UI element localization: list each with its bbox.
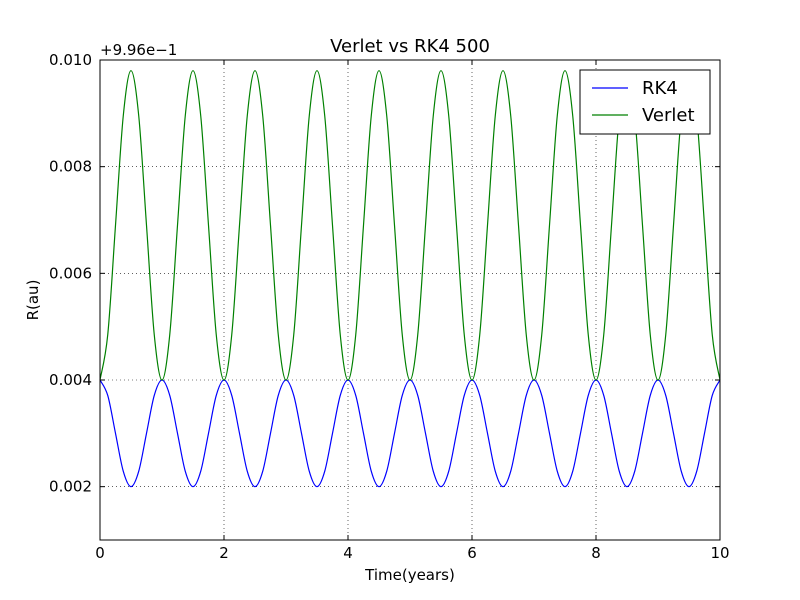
y-tick-label: 0.002 [49, 478, 92, 496]
x-tick-label: 2 [219, 544, 229, 562]
legend-label-rk4: RK4 [642, 78, 678, 99]
legend-box [579, 69, 711, 135]
y-tick-label: 0.008 [49, 158, 92, 176]
x-axis-label: Time(years) [364, 566, 455, 584]
series-line-verlet [99, 70, 721, 381]
x-tick-label: 10 [710, 544, 729, 562]
x-tick-label: 4 [343, 544, 353, 562]
y-tick-label: 0.010 [49, 51, 92, 69]
x-tick-label: 8 [591, 544, 601, 562]
legend: RK4 Verlet [579, 69, 711, 135]
y-tick-label: 0.006 [49, 264, 92, 282]
y-offset-text: +9.96e−1 [100, 41, 177, 59]
plot-frame [99, 59, 721, 541]
series-layer [99, 70, 721, 488]
x-tick-label: 0 [95, 544, 105, 562]
chart-title: Verlet vs RK4 500 [330, 36, 490, 57]
x-tick-label: 6 [467, 544, 477, 562]
y-tick-label: 0.004 [49, 371, 92, 389]
axis-ticks: 0 2 4 6 8 10 0.002 0.004 0.006 0.008 0.010 [49, 51, 730, 562]
legend-label-verlet: Verlet [642, 105, 695, 126]
y-axis-label: R(au) [24, 280, 42, 321]
